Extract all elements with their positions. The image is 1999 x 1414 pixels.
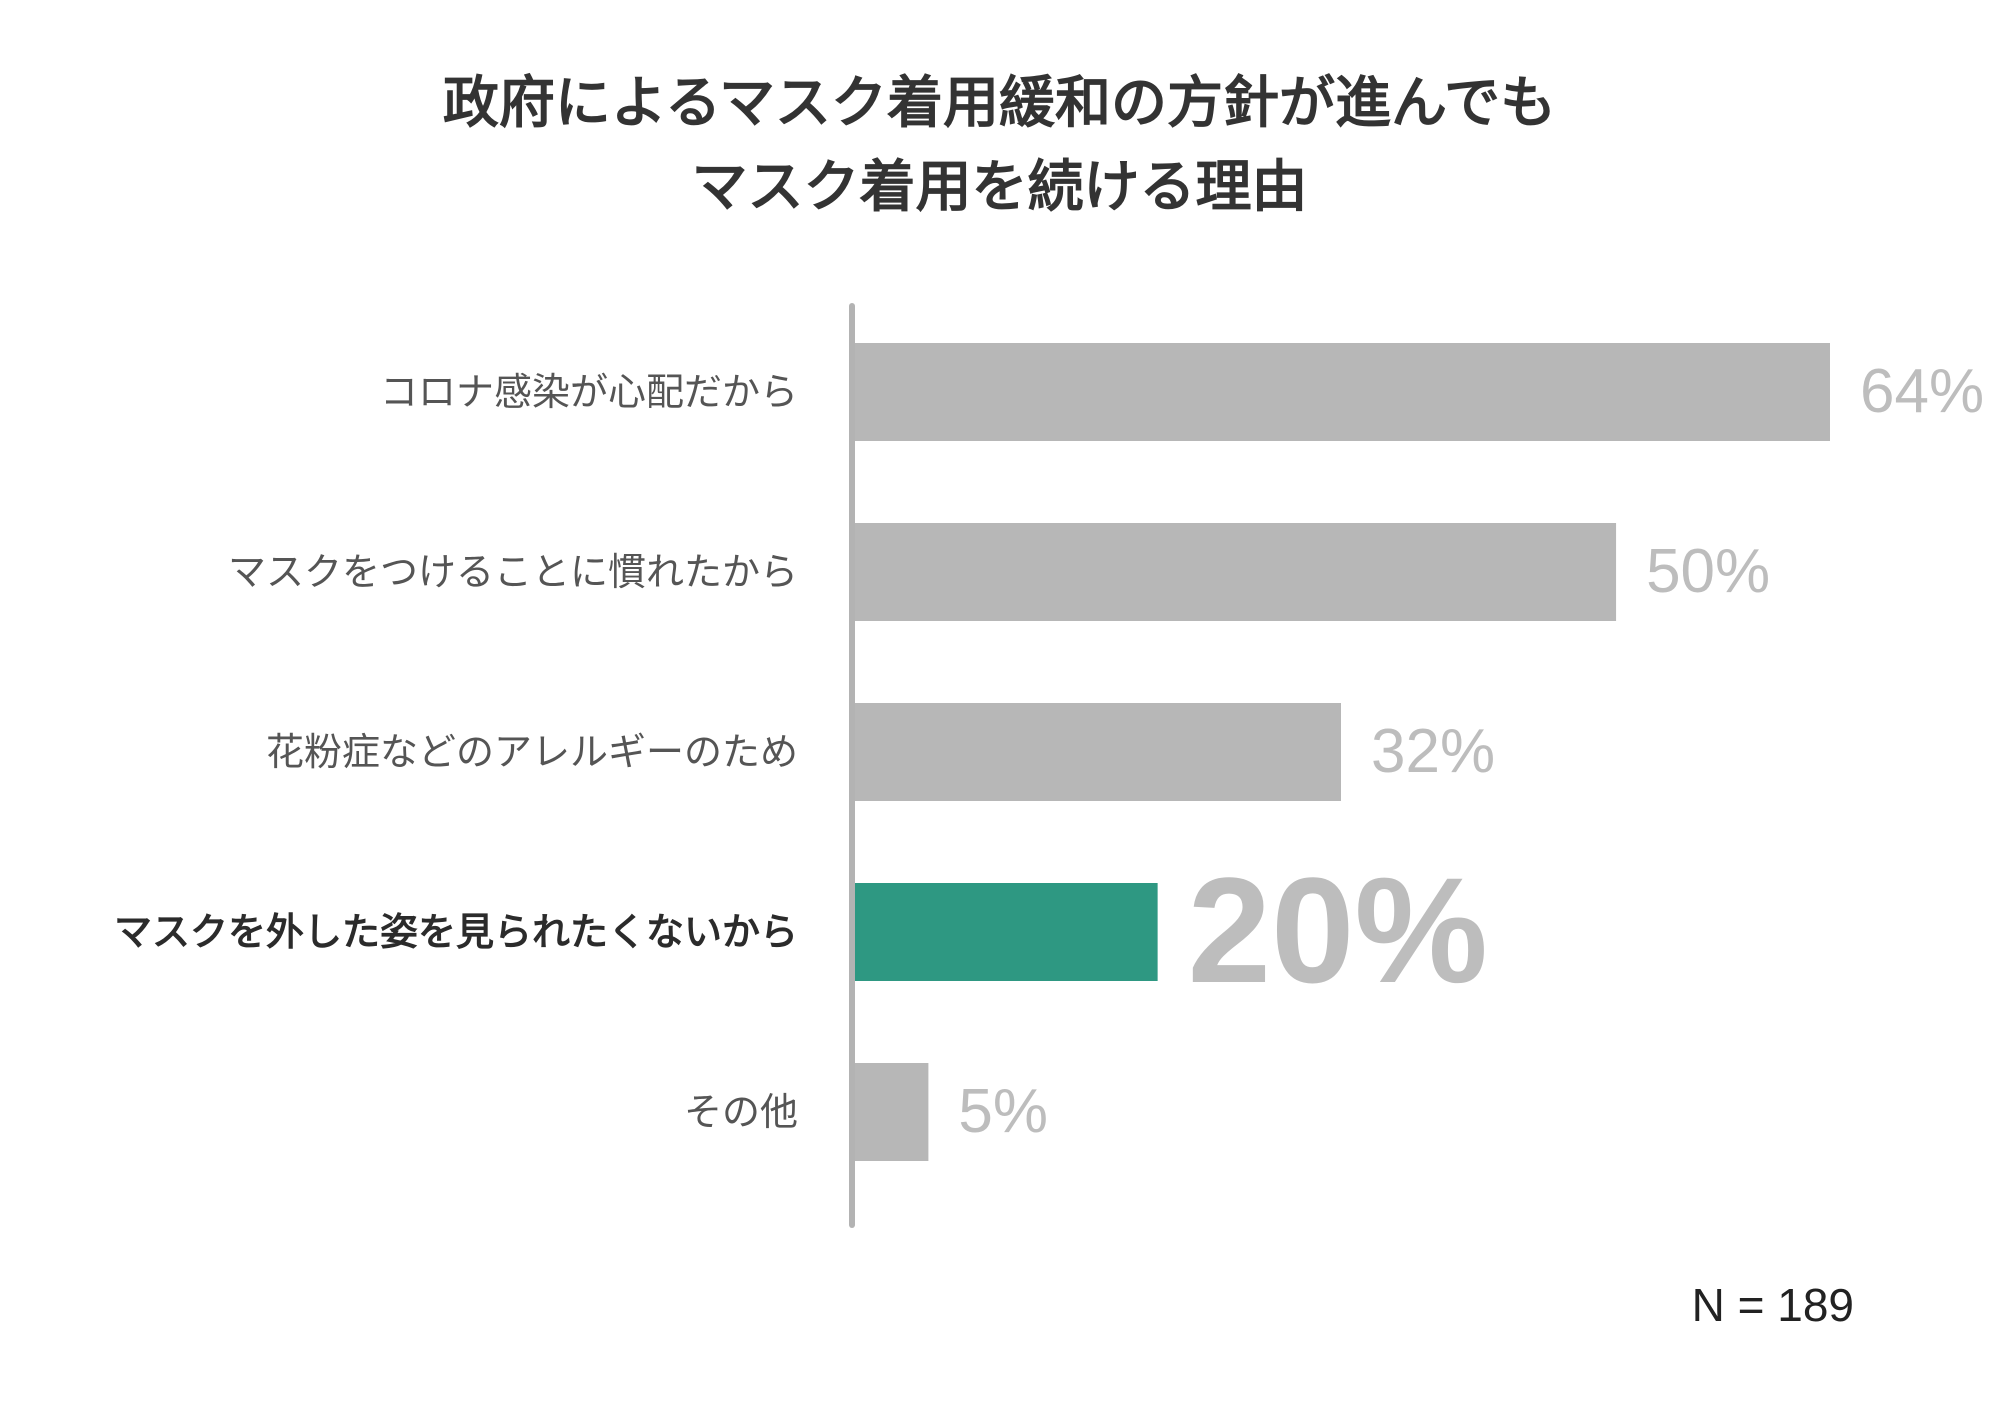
chart-title: 政府によるマスク着用緩和の方針が進んでも マスク着用を続ける理由 bbox=[0, 62, 1999, 230]
value-label: 64% bbox=[1860, 357, 1984, 426]
value-label-highlight: 20% bbox=[1188, 846, 1488, 1014]
bar-highlight bbox=[852, 883, 1158, 981]
sample-size-note: N = 189 bbox=[1691, 1279, 1854, 1331]
category-label: マスクをつけることに慣れたから bbox=[228, 550, 798, 594]
bar bbox=[852, 703, 1341, 801]
value-label: 32% bbox=[1371, 717, 1495, 786]
category-label: マスクを外した姿を見られたくないから bbox=[114, 910, 798, 954]
bar bbox=[852, 1063, 929, 1161]
value-label: 5% bbox=[958, 1077, 1048, 1146]
category-labels-group: コロナ感染が心配だからマスクをつけることに慣れたから花粉症などのアレルギーのため… bbox=[114, 370, 798, 1134]
category-label: 花粉症などのアレルギーのため bbox=[266, 730, 798, 774]
bar bbox=[852, 343, 1830, 441]
chart-title-line-1: 政府によるマスク着用緩和の方針が進んでも bbox=[442, 71, 1557, 136]
chart-title-line-2: マスク着用を続ける理由 bbox=[691, 155, 1308, 220]
bar bbox=[852, 523, 1617, 621]
value-label: 50% bbox=[1646, 537, 1770, 606]
value-labels-group: 64% 50% 32% 20% 5% bbox=[958, 357, 1984, 1146]
bars-group bbox=[852, 343, 1830, 1161]
category-label: その他 bbox=[684, 1090, 798, 1134]
category-label: コロナ感染が心配だから bbox=[380, 370, 798, 414]
